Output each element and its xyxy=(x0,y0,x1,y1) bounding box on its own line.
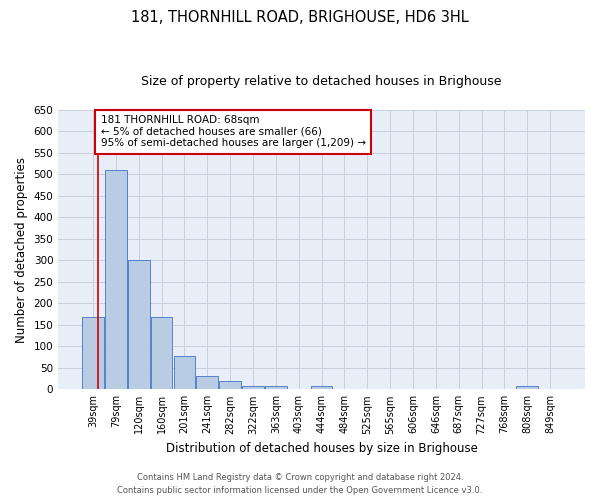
Bar xyxy=(82,317,104,390)
Text: Contains HM Land Registry data © Crown copyright and database right 2024.
Contai: Contains HM Land Registry data © Crown c… xyxy=(118,474,482,495)
X-axis label: Distribution of detached houses by size in Brighouse: Distribution of detached houses by size … xyxy=(166,442,478,455)
Bar xyxy=(265,386,287,390)
Bar xyxy=(173,356,195,390)
Bar xyxy=(105,170,127,390)
Bar xyxy=(151,317,172,390)
Bar xyxy=(311,386,332,390)
Bar xyxy=(128,260,149,390)
Bar xyxy=(196,376,218,390)
Text: 181, THORNHILL ROAD, BRIGHOUSE, HD6 3HL: 181, THORNHILL ROAD, BRIGHOUSE, HD6 3HL xyxy=(131,10,469,25)
Y-axis label: Number of detached properties: Number of detached properties xyxy=(15,156,28,342)
Bar xyxy=(242,386,264,390)
Title: Size of property relative to detached houses in Brighouse: Size of property relative to detached ho… xyxy=(142,75,502,88)
Bar xyxy=(219,380,241,390)
Text: 181 THORNHILL ROAD: 68sqm
← 5% of detached houses are smaller (66)
95% of semi-d: 181 THORNHILL ROAD: 68sqm ← 5% of detach… xyxy=(101,115,365,148)
Bar xyxy=(517,386,538,390)
